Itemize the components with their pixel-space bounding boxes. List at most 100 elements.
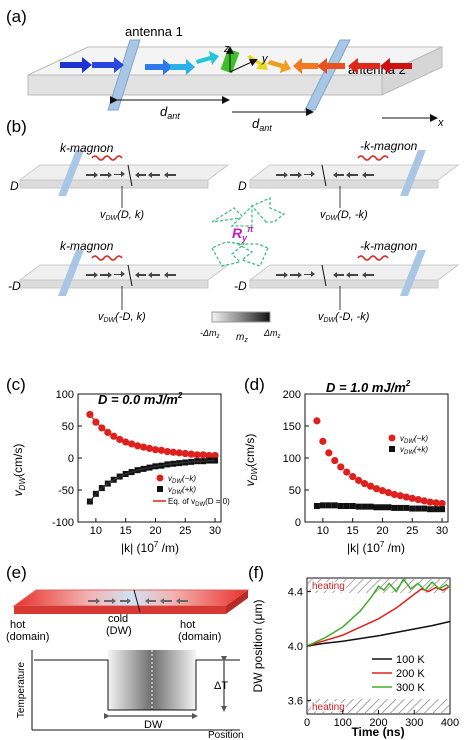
data-point xyxy=(378,487,387,495)
chart-c-legend: vDW(−k) vDW(+k) Eq. of vDW(D = 0) xyxy=(153,474,230,508)
y-tick-label: 100 xyxy=(56,389,74,401)
data-point xyxy=(343,468,351,476)
legend-d-1: vDW(+k) xyxy=(400,445,428,456)
cold-label: cold xyxy=(108,613,128,625)
chart-f-marks xyxy=(306,577,451,647)
panel-d: (d) D = 1.0 mJ/m2 10 15 20 25 30 0 50 100 150 200… xyxy=(243,375,449,555)
hot-sub-1: (domain) xyxy=(6,631,49,643)
svg-text:k-magnon: k-magnon xyxy=(60,239,114,253)
chart-c-xlabel: |k| (107 /m) xyxy=(121,540,179,555)
series-line xyxy=(306,620,451,647)
data-point xyxy=(384,488,393,497)
data-point xyxy=(325,449,333,457)
y-tick-label: 0 xyxy=(68,453,74,465)
svg-text:Δmz: Δmz xyxy=(263,328,281,340)
legend-c-1: vDW(+k) xyxy=(168,485,196,496)
legend-f-2: 300 K xyxy=(396,682,425,694)
data-point xyxy=(415,505,422,512)
data-point xyxy=(337,463,345,471)
hot-sub-2: (domain) xyxy=(178,631,221,643)
data-point xyxy=(403,504,410,511)
x-tick-label: 200 xyxy=(369,717,387,729)
data-point xyxy=(355,476,363,484)
data-point xyxy=(355,503,362,510)
panel-c-tag: (c) xyxy=(6,375,26,394)
heating-label-top: heating xyxy=(312,581,345,592)
R-symmetry-label: Ryπ xyxy=(232,224,254,243)
data-point xyxy=(367,503,374,510)
antenna-1-label: antenna 1 xyxy=(125,24,183,39)
svg-text:-k-magnon: -k-magnon xyxy=(360,239,418,253)
data-point xyxy=(433,506,440,513)
fit-line-mirror xyxy=(89,459,216,502)
x-tick-label: 0 xyxy=(304,717,310,729)
chart-d-marks xyxy=(313,417,446,513)
data-point xyxy=(313,417,321,425)
axis-y-label: y xyxy=(261,53,269,65)
legend-f-1: 200 K xyxy=(396,668,425,680)
data-point xyxy=(319,437,327,445)
data-point xyxy=(360,480,369,488)
x-tick-label: 300 xyxy=(405,717,423,729)
data-point xyxy=(366,482,375,490)
legend-d-0: vDW(−k) xyxy=(400,434,428,445)
panel-b: (b) k-magnon D vDW(D, k) -k-magnon D xyxy=(6,117,460,344)
x-tick-label: 100 xyxy=(334,717,352,729)
data-point xyxy=(313,503,320,509)
data-point xyxy=(409,505,416,512)
data-point xyxy=(372,485,381,493)
hot-label-2: hot xyxy=(180,619,195,631)
fit-line xyxy=(89,414,216,457)
data-point xyxy=(349,472,357,481)
y-tick-label: 200 xyxy=(283,389,301,401)
axis-z-label: z xyxy=(223,43,230,55)
chart-f-frame xyxy=(306,577,451,715)
chart-d-xlabel: |k| (107 /m) xyxy=(347,540,405,555)
heating-band-bottom xyxy=(308,699,449,713)
x-tick-label: 15 xyxy=(120,525,132,537)
spin-arrows xyxy=(60,48,412,75)
x-tick-label: 25 xyxy=(406,525,418,537)
y-tick-label: -100 xyxy=(52,517,74,529)
y-tick-label: 0 xyxy=(295,517,301,529)
y-tick-label: 4.4 xyxy=(288,587,303,599)
minus-k-magnon-label: -k-magnon xyxy=(360,139,418,153)
chart-c-title: D = 0.0 mJ/m2 xyxy=(98,391,183,407)
data-point xyxy=(408,494,416,502)
panel-e: (e) hot (domain) cold (DW) hot (domain) … xyxy=(6,563,250,740)
series-line xyxy=(306,585,451,647)
data-point xyxy=(343,503,350,509)
d-ant-label-1: dant xyxy=(160,104,180,121)
chart-f-xlabel: Time (ns) xyxy=(351,725,404,739)
x-tick-label: 30 xyxy=(209,525,221,537)
y-tick-label: 100 xyxy=(283,453,301,465)
x-tick-label: 20 xyxy=(149,525,161,537)
chart-c-marks xyxy=(86,410,219,505)
data-point xyxy=(439,506,446,513)
chart-f-axes: 0 100 200 300 400 3.6 4.0 4.4 xyxy=(288,587,459,729)
legend-c-0: vDW(−k) xyxy=(168,474,196,485)
chart-d-ylabel: vDW(cm/s) xyxy=(243,434,259,487)
data-point xyxy=(373,504,380,511)
y-tick-label: 3.6 xyxy=(288,695,303,707)
legend-c-2: Eq. of vDW(D = 0) xyxy=(168,497,230,508)
D-label: D xyxy=(10,179,19,193)
data-point xyxy=(414,496,422,504)
data-point xyxy=(331,502,338,509)
x-tick-label: 400 xyxy=(441,717,459,729)
chart-c-ylabel: vDW(cm/s) xyxy=(11,444,27,497)
data-point xyxy=(390,490,398,499)
data-point xyxy=(432,499,440,507)
b-case-D-k: k-magnon D vDW(D, k) xyxy=(10,141,230,222)
data-point xyxy=(349,503,356,509)
panel-f: (f) heating heating 0 100 200 300 400 3.6 4.0 4… xyxy=(248,563,459,739)
d-ant-label-2: dant xyxy=(252,116,272,133)
data-point xyxy=(397,504,404,511)
panel-c: (c) D = 0.0 mJ/m2 10 15 20 25 30-100-5005010… xyxy=(6,375,230,555)
data-point xyxy=(379,504,386,511)
svg-text:vDW(-D, -k): vDW(-D, -k) xyxy=(318,311,370,324)
data-point xyxy=(402,493,410,501)
data-point xyxy=(421,505,428,512)
panel-a: (a) antenna 1 antenna 2 z y xyxy=(6,7,444,133)
